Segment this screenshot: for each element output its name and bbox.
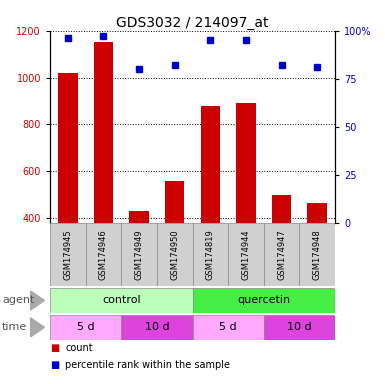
Text: count: count <box>65 343 93 353</box>
Bar <box>121 223 157 286</box>
Bar <box>272 195 291 312</box>
Bar <box>300 223 335 286</box>
Bar <box>50 315 121 340</box>
Polygon shape <box>31 318 45 337</box>
Text: GSM174950: GSM174950 <box>170 229 179 280</box>
Bar <box>85 223 121 286</box>
Text: GSM174944: GSM174944 <box>241 229 250 280</box>
Bar <box>165 180 184 312</box>
Bar <box>50 223 85 286</box>
Title: GDS3032 / 214097_at: GDS3032 / 214097_at <box>116 16 269 30</box>
Text: GSM174948: GSM174948 <box>313 229 321 280</box>
Bar <box>236 103 256 312</box>
Text: GSM174949: GSM174949 <box>135 229 144 280</box>
Text: ■: ■ <box>50 343 59 353</box>
Bar <box>264 223 300 286</box>
Text: agent: agent <box>2 295 34 306</box>
Text: quercetin: quercetin <box>237 295 290 306</box>
Text: ■: ■ <box>50 360 59 370</box>
Text: 5 d: 5 d <box>77 322 94 333</box>
Bar <box>192 223 228 286</box>
Text: control: control <box>102 295 141 306</box>
Bar <box>58 73 78 312</box>
Bar <box>129 211 149 312</box>
Bar <box>50 288 192 313</box>
Text: 10 d: 10 d <box>287 322 311 333</box>
Bar <box>228 223 264 286</box>
Text: 5 d: 5 d <box>219 322 237 333</box>
Text: GSM174947: GSM174947 <box>277 229 286 280</box>
Bar <box>192 288 335 313</box>
Bar <box>201 106 220 312</box>
Bar <box>307 203 327 312</box>
Text: GSM174945: GSM174945 <box>64 229 72 280</box>
Text: GSM174819: GSM174819 <box>206 229 215 280</box>
Polygon shape <box>31 291 45 310</box>
Text: GSM174946: GSM174946 <box>99 229 108 280</box>
Bar <box>157 223 192 286</box>
Bar <box>121 315 192 340</box>
Text: 10 d: 10 d <box>145 322 169 333</box>
Bar <box>192 315 264 340</box>
Text: percentile rank within the sample: percentile rank within the sample <box>65 360 231 370</box>
Text: time: time <box>2 322 27 333</box>
Bar <box>264 315 335 340</box>
Bar <box>94 42 113 312</box>
